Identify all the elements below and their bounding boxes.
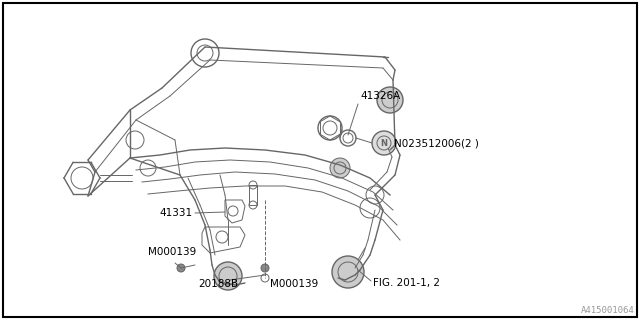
Text: FIG. 201-1, 2: FIG. 201-1, 2	[373, 278, 440, 288]
Circle shape	[261, 264, 269, 272]
Text: N023512006(2 ): N023512006(2 )	[394, 139, 479, 149]
Text: M000139: M000139	[148, 247, 196, 257]
Text: A415001064: A415001064	[581, 306, 635, 315]
Circle shape	[372, 131, 396, 155]
Circle shape	[377, 87, 403, 113]
Text: N: N	[381, 139, 387, 148]
Circle shape	[330, 158, 350, 178]
Text: 20188B: 20188B	[198, 279, 238, 289]
Circle shape	[332, 256, 364, 288]
Circle shape	[177, 264, 185, 272]
FancyBboxPatch shape	[249, 185, 257, 205]
Text: M000139: M000139	[270, 279, 318, 289]
Circle shape	[214, 262, 242, 290]
Text: 41331: 41331	[160, 208, 193, 218]
Text: 41326A: 41326A	[360, 91, 400, 101]
